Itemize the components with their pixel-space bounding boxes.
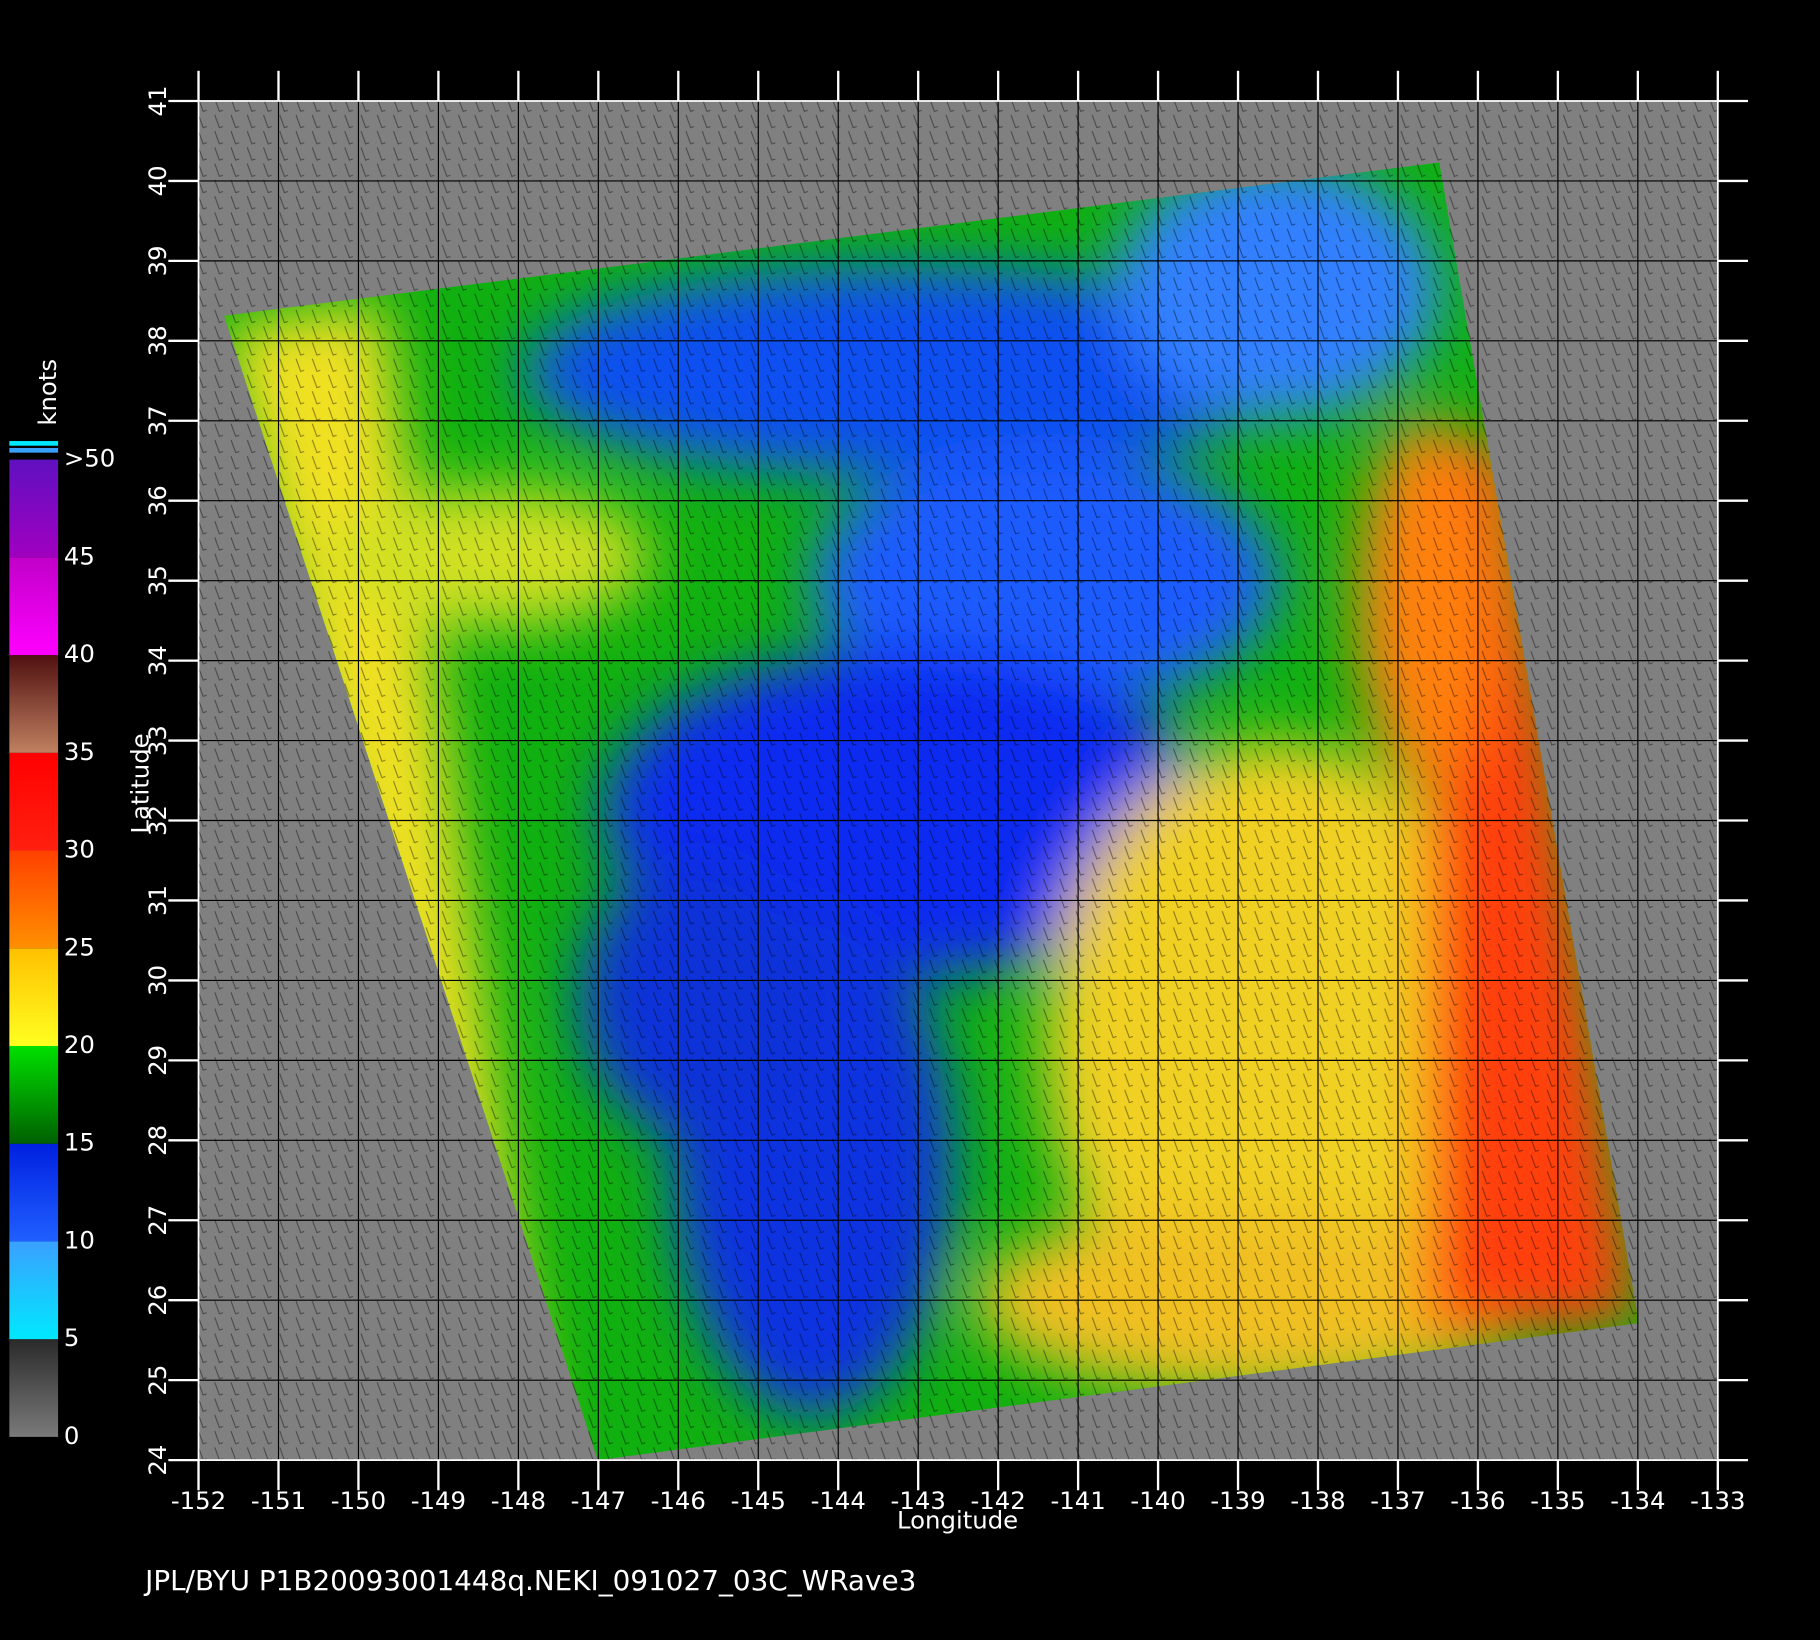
wind-barbs: [198, 100, 1718, 1461]
y-tick-label: 27: [143, 1205, 172, 1236]
footer: JPL/BYU P1B20093001448q.NEKI_091027_03C_…: [143, 1564, 916, 1597]
y-axis-title: Latitude: [126, 733, 155, 833]
map-area: [198, 100, 1718, 1461]
y-tick-label: 25: [143, 1365, 172, 1396]
x-tick-label: -135: [1530, 1486, 1585, 1515]
colorbar-label: 5: [64, 1323, 80, 1352]
colorbar-label: >50: [64, 444, 115, 473]
colorbar-label: 10: [64, 1225, 95, 1254]
colorbar-title: knots: [33, 359, 62, 426]
x-tick-label: -145: [731, 1486, 786, 1515]
x-tick-label: -147: [571, 1486, 626, 1515]
y-tick-label: 24: [143, 1445, 172, 1476]
x-tick-label: -136: [1450, 1486, 1505, 1515]
colorbar-cap: [9, 448, 59, 453]
y-tick-label: 40: [143, 165, 172, 196]
colorbar-label: 30: [64, 835, 95, 864]
colorbar-label: 35: [64, 737, 95, 766]
x-tick-label: -133: [1690, 1486, 1745, 1515]
y-tick-label: 33: [143, 725, 172, 756]
colorbar-segment: [9, 850, 59, 949]
x-tick-label: -140: [1130, 1486, 1185, 1515]
axes: -152 -151 -150 -149 -148 -147 -146 -145 -144 -143…: [143, 70, 1748, 1515]
colorbar-segment: [9, 752, 59, 851]
x-tick-label: -149: [411, 1486, 466, 1515]
x-tick-label: -141: [1050, 1486, 1105, 1515]
colorbar-label: 45: [64, 541, 95, 570]
x-axis-title: Longitude: [897, 1506, 1018, 1535]
x-tick-label: -146: [651, 1486, 706, 1515]
y-tick-label: 38: [143, 325, 172, 356]
colorbar-segment: [9, 655, 59, 753]
x-tick-label: -144: [811, 1486, 866, 1515]
y-tick-label: 36: [143, 485, 172, 516]
y-tick-label: 32: [143, 805, 172, 836]
y-tick-label: 37: [143, 405, 172, 436]
colorbar-cap: [9, 441, 59, 446]
colorbar-label: 25: [64, 932, 95, 961]
y-tick-label: 34: [143, 645, 172, 676]
x-tick-label: -148: [491, 1486, 546, 1515]
y-tick-label: 26: [143, 1285, 172, 1316]
x-tick-label: -134: [1610, 1486, 1665, 1515]
grid: [198, 100, 1718, 1461]
colorbar-label: 40: [64, 639, 95, 668]
x-tick-label: -150: [331, 1486, 386, 1515]
x-tick-label: -143: [891, 1486, 946, 1515]
y-tick-label: 31: [143, 885, 172, 916]
colorbar-segment: [9, 1241, 59, 1340]
colorbar-segment: [9, 948, 59, 1046]
y-tick-label: 29: [143, 1045, 172, 1076]
y-tick-label: 39: [143, 245, 172, 276]
colorbar-segment: [9, 459, 59, 558]
colorbar-segment: [9, 1339, 59, 1437]
colorbar-segment: [9, 557, 59, 656]
colorbar: 0 5 10 15 20 25 30 35 40 45 >50: [9, 441, 115, 1450]
map-frame: [197, 100, 1719, 1461]
y-tick-label: 28: [143, 1125, 172, 1156]
colorbar-segment: [9, 1143, 59, 1242]
colorbar-label: 0: [64, 1421, 80, 1450]
y-tick-label: 30: [143, 965, 172, 996]
y-tick-label: 41: [143, 85, 172, 116]
y-tick-label: 35: [143, 565, 172, 596]
colorbar-segment: [9, 1045, 59, 1144]
x-tick-label: -152: [171, 1486, 226, 1515]
x-tick-label: -151: [251, 1486, 306, 1515]
x-tick-label: -142: [971, 1486, 1026, 1515]
x-tick-label: -139: [1210, 1486, 1265, 1515]
colorbar-label: 20: [64, 1030, 95, 1059]
colorbar-label: 15: [64, 1128, 95, 1157]
x-tick-label: -137: [1370, 1486, 1425, 1515]
x-tick-label: -138: [1290, 1486, 1345, 1515]
